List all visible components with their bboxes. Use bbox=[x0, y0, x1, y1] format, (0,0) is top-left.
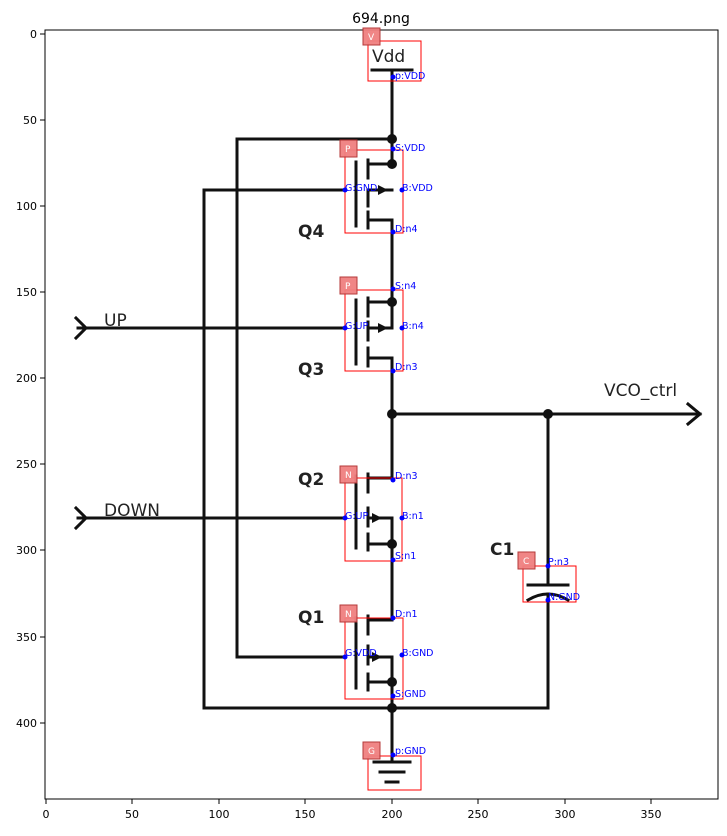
x-tick-label: 350 bbox=[641, 808, 662, 821]
svg-text:C: C bbox=[523, 557, 529, 567]
x-tick-label: 50 bbox=[125, 808, 139, 821]
x-tick-label: 250 bbox=[468, 808, 489, 821]
svg-text:S:n1: S:n1 bbox=[395, 551, 416, 562]
x-tick-label: 150 bbox=[295, 808, 316, 821]
y-tick-label: 50 bbox=[23, 114, 37, 127]
svg-text:B:GND: B:GND bbox=[402, 648, 434, 659]
q3-transistor bbox=[354, 288, 397, 480]
y-tick-label: 150 bbox=[16, 286, 37, 299]
svg-text:B:n4: B:n4 bbox=[402, 321, 424, 332]
svg-text:S:VDD: S:VDD bbox=[395, 143, 425, 154]
y-tick-label: 0 bbox=[30, 28, 37, 41]
x-tick-label: 200 bbox=[382, 808, 403, 821]
svg-text:S:n4: S:n4 bbox=[395, 281, 416, 292]
vco-output-arrow bbox=[685, 401, 703, 427]
svg-text:B:n1: B:n1 bbox=[402, 511, 424, 522]
x-tick-label: 300 bbox=[555, 808, 576, 821]
q4-transistor bbox=[354, 158, 397, 292]
svg-text:p:GND: p:GND bbox=[395, 746, 426, 757]
svg-text:D:n1: D:n1 bbox=[395, 609, 418, 620]
svg-text:N: N bbox=[345, 471, 352, 481]
y-tick-label: 100 bbox=[16, 200, 37, 213]
gnd-annotation: G p:GND bbox=[362, 741, 426, 791]
x-tick-label: 0 bbox=[43, 808, 50, 821]
circuit-wiring bbox=[73, 68, 703, 784]
junction-dot bbox=[387, 703, 397, 713]
y-tick-label: 350 bbox=[16, 631, 37, 644]
svg-text:P:n3: P:n3 bbox=[548, 557, 569, 568]
q3-annotation: P S:n4 G:UP B:n4 D:n3 bbox=[339, 276, 424, 374]
q2-annotation: N D:n3 G:UP B:n1 S:n1 bbox=[339, 465, 424, 563]
vdd-annotation: V p:VDD bbox=[362, 27, 425, 82]
svg-text:G:UP: G:UP bbox=[345, 321, 369, 332]
ground-symbol bbox=[372, 760, 412, 784]
q2-label: Q2 bbox=[298, 470, 324, 490]
y-tick-label: 200 bbox=[16, 372, 37, 385]
y-axis: 0 50 100 150 200 250 300 350 400 bbox=[16, 28, 45, 730]
figure-title: 694.png bbox=[352, 11, 410, 27]
svg-text:D:n3: D:n3 bbox=[395, 362, 418, 373]
svg-text:G: G bbox=[368, 747, 375, 757]
q4-annotation: P S:VDD G:GND B:VDD D:n4 bbox=[339, 139, 433, 235]
svg-text:P: P bbox=[345, 145, 351, 155]
svg-text:G:UP: G:UP bbox=[345, 511, 369, 522]
c1-capacitor bbox=[525, 583, 571, 710]
down-label: DOWN bbox=[104, 501, 160, 521]
svg-text:G:VDD: G:VDD bbox=[345, 648, 377, 659]
q1-annotation: N D:n1 G:VDD B:GND S:GND bbox=[339, 604, 434, 700]
x-tick-label: 100 bbox=[209, 808, 230, 821]
svg-text:P: P bbox=[345, 282, 351, 292]
x-axis: 0 50 100 150 200 250 300 350 bbox=[43, 799, 662, 821]
c1-annotation: C P:n3 N:GND bbox=[517, 551, 580, 603]
down-input-arrow bbox=[73, 505, 89, 531]
up-label: UP bbox=[104, 311, 127, 331]
y-tick-label: 300 bbox=[16, 544, 37, 557]
svg-text:D:n4: D:n4 bbox=[395, 224, 418, 235]
vdd-label: Vdd bbox=[372, 47, 405, 67]
up-input-arrow bbox=[73, 315, 89, 341]
q1-label: Q1 bbox=[298, 608, 324, 628]
svg-text:D:n3: D:n3 bbox=[395, 471, 418, 482]
svg-text:G:GND: G:GND bbox=[345, 183, 377, 194]
vco-ctrl-label: VCO_ctrl bbox=[604, 381, 677, 401]
svg-text:S:GND: S:GND bbox=[395, 689, 426, 700]
y-tick-label: 400 bbox=[16, 717, 37, 730]
svg-text:B:VDD: B:VDD bbox=[402, 183, 433, 194]
y-tick-label: 250 bbox=[16, 458, 37, 471]
svg-text:p:VDD: p:VDD bbox=[395, 71, 425, 82]
c1-label: C1 bbox=[490, 540, 514, 560]
svg-text:N: N bbox=[345, 610, 352, 620]
q4-label: Q4 bbox=[298, 222, 324, 242]
q3-label: Q3 bbox=[298, 360, 324, 380]
svg-text:V: V bbox=[368, 33, 375, 43]
svg-text:N:GND: N:GND bbox=[548, 592, 580, 603]
